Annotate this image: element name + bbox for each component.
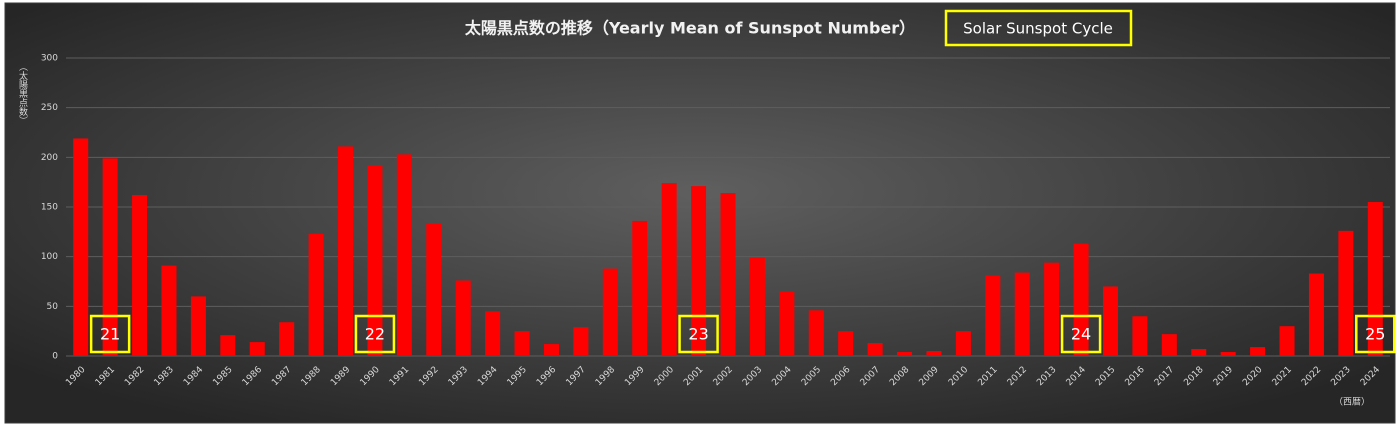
bar bbox=[661, 183, 677, 356]
y-tick-label: 200 bbox=[41, 153, 58, 163]
cycle-box bbox=[89, 314, 131, 354]
bar bbox=[367, 165, 383, 356]
bar bbox=[220, 335, 236, 356]
bar bbox=[749, 257, 765, 356]
cycle-box bbox=[678, 314, 719, 354]
bar bbox=[426, 223, 442, 356]
y-tick-label: 50 bbox=[47, 302, 59, 312]
bar bbox=[73, 138, 89, 356]
bar bbox=[691, 186, 707, 356]
cycle-label: 25 bbox=[1365, 325, 1385, 344]
cycle-label: 21 bbox=[100, 325, 120, 344]
y-tick-label: 300 bbox=[41, 54, 58, 64]
legend-label: Solar Sunspot Cycle bbox=[963, 20, 1113, 38]
y-tick-label: 0 bbox=[52, 352, 58, 362]
bar bbox=[1308, 273, 1324, 356]
bar bbox=[1279, 326, 1295, 356]
bar bbox=[1161, 334, 1177, 356]
y-axis-label: （太陽黒点数） bbox=[17, 62, 28, 125]
bar bbox=[249, 342, 265, 356]
bar bbox=[1338, 230, 1354, 356]
bar bbox=[279, 322, 295, 356]
bar bbox=[573, 327, 589, 356]
y-tick-label: 100 bbox=[41, 252, 58, 262]
bar bbox=[1220, 352, 1236, 356]
bar bbox=[1102, 286, 1118, 356]
cycle-label: 24 bbox=[1071, 325, 1091, 344]
bar bbox=[1044, 262, 1060, 356]
bar bbox=[514, 331, 530, 356]
bar bbox=[543, 344, 559, 356]
bar bbox=[1191, 349, 1207, 356]
bar bbox=[161, 265, 177, 356]
bar bbox=[1250, 347, 1266, 356]
bar bbox=[779, 291, 795, 356]
bar bbox=[190, 296, 206, 356]
bar bbox=[396, 154, 412, 356]
legend-box bbox=[944, 9, 1133, 47]
bar bbox=[720, 193, 736, 356]
bar bbox=[1132, 316, 1148, 356]
bar bbox=[838, 331, 854, 356]
bar bbox=[1073, 243, 1089, 356]
bar bbox=[926, 351, 942, 356]
bar bbox=[955, 331, 971, 356]
bar bbox=[602, 268, 618, 356]
y-tick-label: 150 bbox=[41, 203, 58, 213]
bar bbox=[985, 275, 1001, 356]
cycle-label: 23 bbox=[688, 325, 708, 344]
bar bbox=[897, 352, 913, 356]
cycle-label: 22 bbox=[365, 325, 385, 344]
cycle-box bbox=[354, 314, 396, 354]
bar bbox=[867, 343, 883, 356]
cycle-box bbox=[1355, 314, 1396, 354]
bar bbox=[338, 146, 354, 356]
y-tick-label: 250 bbox=[41, 103, 58, 113]
bar bbox=[632, 220, 648, 356]
bar bbox=[455, 280, 471, 356]
bar bbox=[1367, 202, 1383, 356]
chart-title: 太陽黒点数の推移（Yearly Mean of Sunspot Number） bbox=[464, 19, 915, 38]
bar bbox=[485, 311, 501, 356]
x-axis-label: （西暦） bbox=[1334, 397, 1370, 408]
bar bbox=[308, 233, 324, 356]
cycle-box bbox=[1060, 314, 1102, 354]
bar bbox=[132, 195, 148, 356]
bar bbox=[808, 310, 824, 356]
bar bbox=[1014, 272, 1030, 356]
bar bbox=[102, 158, 118, 356]
